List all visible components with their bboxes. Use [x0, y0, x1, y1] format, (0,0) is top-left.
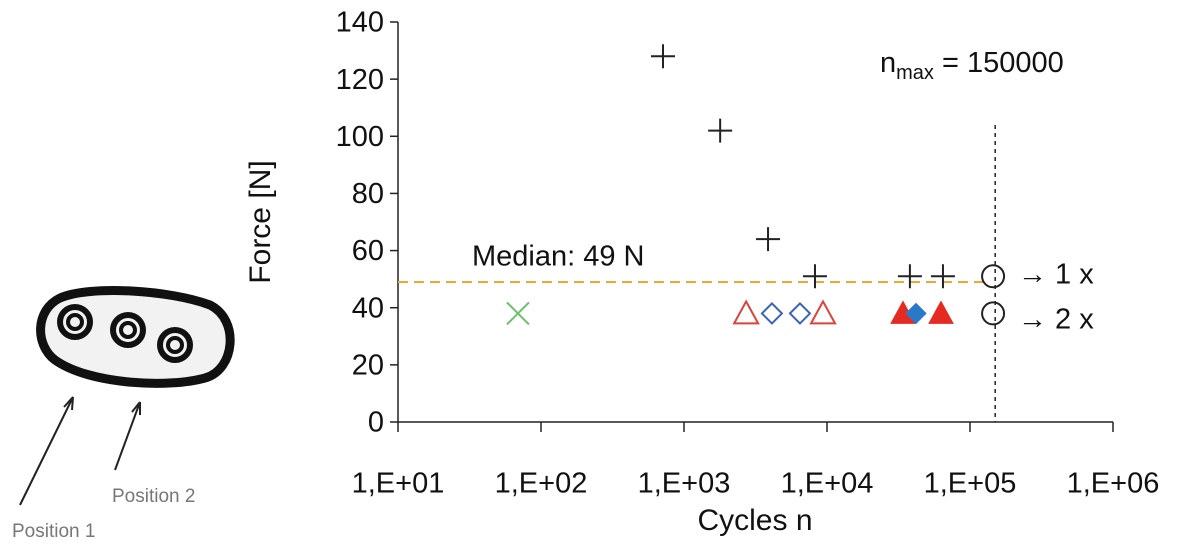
- y-tick-label: 0: [368, 407, 384, 439]
- y-tick-label: 80: [352, 178, 384, 210]
- y-tick-label: 120: [336, 64, 384, 96]
- position-label: Position 2: [112, 486, 195, 507]
- annotation: → 2 x: [1018, 304, 1094, 336]
- max-cycles-label: nmax = 150000: [880, 47, 1064, 85]
- triangle-marker: [732, 299, 760, 325]
- label-part: n: [880, 47, 896, 79]
- x-tick-label: 1,E+05: [924, 468, 1017, 500]
- x-tick-label: 1,E+04: [781, 468, 874, 500]
- plus-marker: [897, 264, 922, 289]
- plus-marker: [756, 227, 781, 252]
- plus-marker: [650, 44, 675, 69]
- x-tick-label: 1,E+01: [352, 468, 445, 500]
- plus-marker: [802, 264, 827, 289]
- diamond-marker: [905, 302, 927, 325]
- circle-marker: [981, 264, 1006, 289]
- y-tick-label: 140: [336, 7, 384, 39]
- y-tick-label: 100: [336, 121, 384, 153]
- y-tick-label: 20: [352, 350, 384, 382]
- x-marker: [506, 301, 530, 326]
- label-part: = 150000: [934, 47, 1064, 79]
- plus-marker: [708, 118, 733, 143]
- median-label: Median: 49 N: [472, 241, 645, 273]
- triangle-marker: [809, 299, 837, 325]
- triangle-marker: [928, 300, 954, 324]
- x-tick-label: 1,E+06: [1067, 468, 1160, 500]
- x-tick-label: 1,E+02: [495, 468, 588, 500]
- label-part: max: [896, 62, 934, 84]
- y-axis-title: Force [N]: [244, 160, 277, 283]
- x-axis-title: Cycles n: [697, 504, 812, 537]
- circle-marker: [981, 301, 1006, 326]
- y-tick-label: 60: [352, 235, 384, 267]
- position-label: Position 1: [12, 521, 95, 542]
- specimen-image: Position 1 Position 2: [12, 286, 235, 542]
- plus-marker: [930, 264, 955, 289]
- annotation: → 1 x: [1018, 259, 1094, 291]
- x-tick-label: 1,E+03: [638, 468, 731, 500]
- diamond-marker: [760, 302, 784, 325]
- diamond-marker: [788, 302, 812, 325]
- y-tick-label: 40: [352, 292, 384, 324]
